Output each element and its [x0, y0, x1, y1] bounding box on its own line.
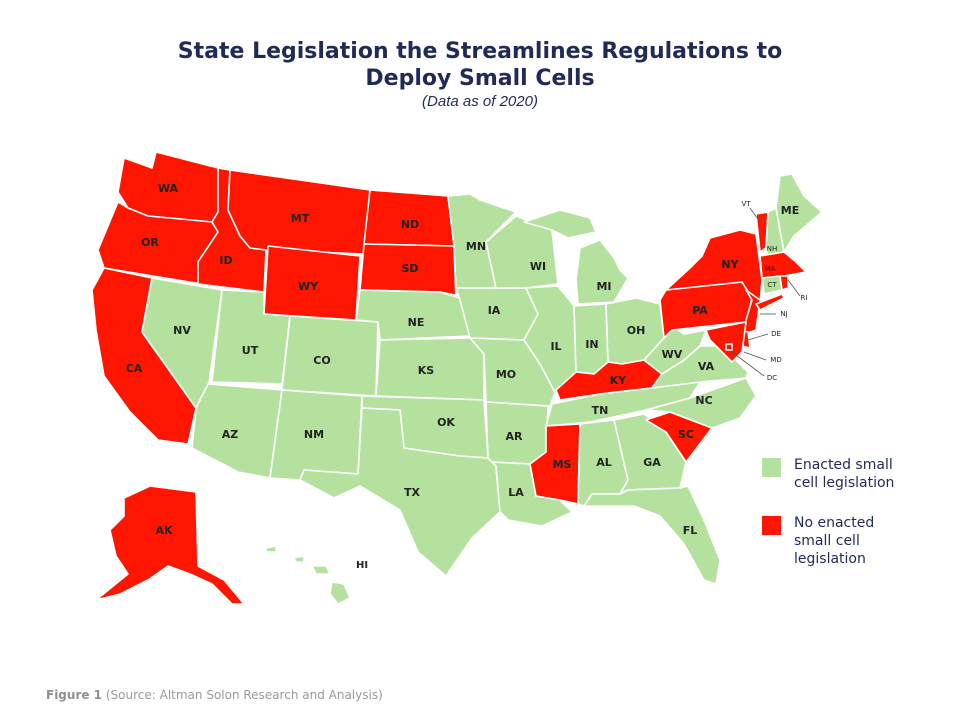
- label-nh: NH: [767, 245, 778, 253]
- label-ca: CA: [126, 362, 143, 375]
- label-il: IL: [550, 340, 561, 353]
- legend-item-enacted: Enacted small cell legislation: [762, 456, 952, 492]
- label-me: ME: [781, 204, 799, 217]
- label-de: DE: [771, 330, 781, 338]
- legend-item-not-enacted: No enacted small cell legislation: [762, 514, 952, 568]
- state-ne[interactable]: [355, 289, 471, 341]
- label-al: AL: [596, 456, 612, 469]
- label-or: OR: [141, 236, 159, 249]
- label-ne: NE: [408, 316, 425, 329]
- label-tx: TX: [404, 486, 421, 499]
- label-ct: CT: [767, 281, 777, 289]
- label-sd: SD: [401, 262, 418, 275]
- map-title-line-2: Deploy Small Cells: [365, 66, 595, 91]
- label-mt: MT: [291, 212, 310, 225]
- legend-label-not-enacted: No enacted small cell legislation: [794, 515, 875, 567]
- state-ri[interactable]: [779, 275, 789, 291]
- label-wy: WY: [298, 280, 319, 293]
- label-fl: FL: [683, 524, 698, 537]
- label-tn: TN: [592, 404, 609, 417]
- legend: Enacted small cell legislation No enacte…: [762, 456, 952, 590]
- state-hi[interactable]: [265, 545, 351, 605]
- label-ut: UT: [242, 344, 259, 357]
- figure-source: (Source: Altman Solon Research and Analy…: [105, 688, 383, 702]
- label-wi: WI: [530, 260, 546, 273]
- state-wi[interactable]: [485, 215, 559, 289]
- label-mi: MI: [596, 280, 611, 293]
- label-wa: WA: [158, 182, 179, 195]
- label-ma: MA: [765, 265, 776, 273]
- label-id: ID: [219, 254, 232, 267]
- label-nd: ND: [401, 218, 419, 231]
- state-fl[interactable]: [583, 485, 721, 585]
- label-ks: KS: [418, 364, 435, 377]
- title-block: State Legislation the Streamlines Regula…: [0, 38, 960, 112]
- label-md: MD: [770, 356, 781, 364]
- label-va: VA: [698, 360, 715, 373]
- label-ky: KY: [610, 374, 628, 387]
- label-nv: NV: [173, 324, 191, 337]
- legend-swatch-enacted: [762, 458, 781, 477]
- state-me[interactable]: [775, 173, 823, 253]
- figure-number: Figure 1: [46, 688, 103, 702]
- label-ri: RI: [801, 294, 808, 302]
- label-sc: SC: [678, 428, 694, 441]
- state-nc[interactable]: [645, 377, 757, 429]
- label-vt: VT: [741, 200, 751, 208]
- legend-swatch-not-enacted: [762, 516, 781, 535]
- label-mn: MN: [466, 240, 486, 253]
- label-in: IN: [585, 338, 598, 351]
- label-la: LA: [508, 486, 524, 499]
- state-ny-long-island[interactable]: [755, 293, 785, 311]
- label-ny: NY: [721, 258, 739, 271]
- label-ar: AR: [506, 430, 524, 443]
- label-oh: OH: [627, 324, 646, 337]
- label-ms: MS: [553, 458, 572, 471]
- state-tx[interactable]: [299, 407, 501, 577]
- label-ok: OK: [437, 416, 455, 429]
- label-ga: GA: [643, 456, 661, 469]
- label-ak: AK: [155, 524, 173, 537]
- label-pa: PA: [692, 304, 708, 317]
- label-az: AZ: [222, 428, 239, 441]
- label-wv: WV: [662, 348, 683, 361]
- state-md[interactable]: [705, 321, 747, 363]
- map-title-line-1: State Legislation the Streamlines Regula…: [177, 39, 783, 64]
- state-mi[interactable]: [523, 209, 629, 305]
- legend-label-enacted: Enacted small cell legislation: [794, 457, 895, 491]
- label-mo: MO: [496, 368, 516, 381]
- state-sc[interactable]: [645, 411, 713, 463]
- figure-caption: Figure 1 (Source: Altman Solon Research …: [46, 688, 383, 702]
- state-ks[interactable]: [375, 337, 485, 401]
- state-dc[interactable]: [725, 343, 733, 351]
- label-nm: NM: [304, 428, 324, 441]
- label-ia: IA: [488, 304, 501, 317]
- label-nc: NC: [695, 394, 712, 407]
- label-dc: DC: [767, 374, 777, 382]
- label-co: CO: [313, 354, 330, 367]
- map-subtitle: (Data as of 2020): [422, 93, 538, 110]
- label-nj: NJ: [780, 310, 787, 318]
- label-leader-lines: [731, 207, 801, 377]
- state-ak[interactable]: [95, 485, 245, 605]
- label-hi: HI: [356, 560, 368, 571]
